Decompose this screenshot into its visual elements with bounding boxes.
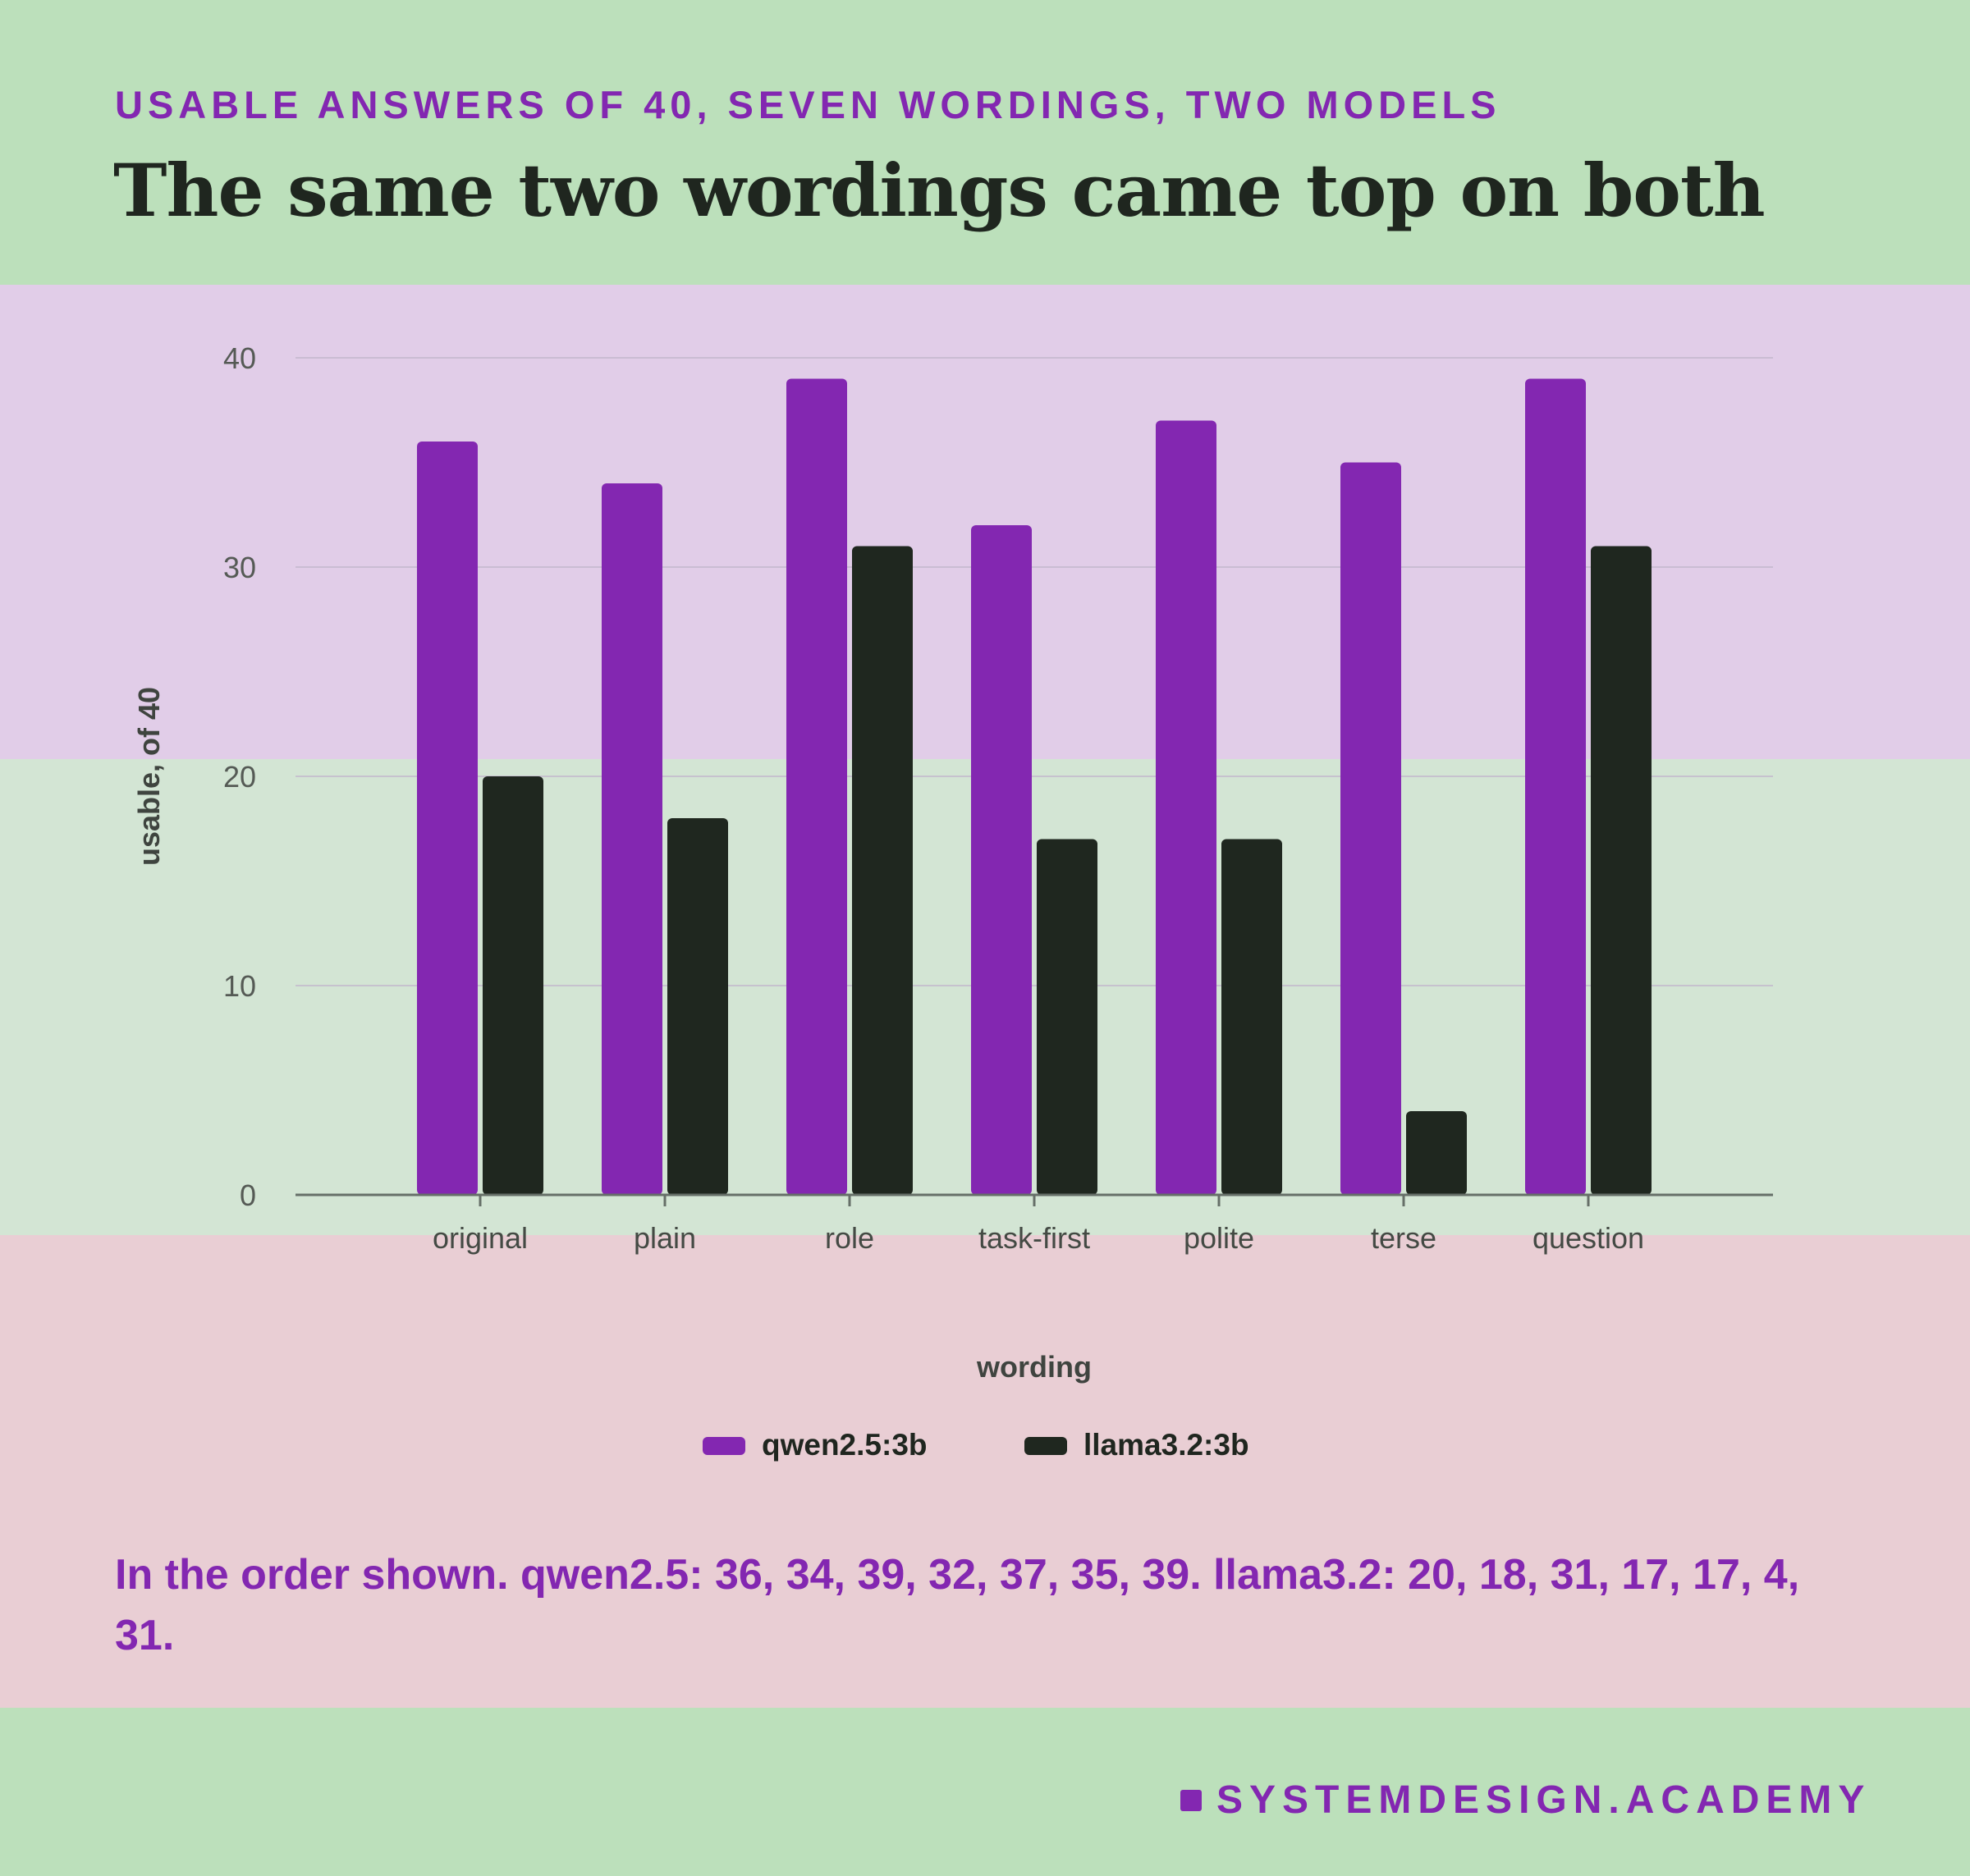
legend-swatch-qwen bbox=[703, 1437, 745, 1455]
background-band-pink bbox=[0, 1235, 1970, 1708]
y-tick-label: 0 bbox=[240, 1178, 256, 1212]
chart-kicker: USABLE ANSWERS OF 40, SEVEN WORDINGS, TW… bbox=[115, 83, 1501, 126]
bar-llama bbox=[667, 818, 728, 1195]
bar-llama bbox=[1406, 1111, 1467, 1195]
y-tick-label: 30 bbox=[223, 551, 256, 584]
bar-llama bbox=[483, 776, 543, 1195]
bar-llama bbox=[1591, 546, 1652, 1195]
x-tick-label: original bbox=[433, 1221, 528, 1255]
y-tick-label: 20 bbox=[223, 760, 256, 794]
bar-qwen bbox=[786, 378, 847, 1195]
brand-square-icon bbox=[1180, 1789, 1202, 1811]
x-axis-title: wording bbox=[976, 1350, 1092, 1384]
bar-qwen bbox=[1156, 420, 1216, 1195]
background-band-footer bbox=[0, 1708, 1970, 1876]
brand-label: SYSTEMDESIGN.ACADEMY bbox=[1216, 1778, 1872, 1822]
legend-label-llama: llama3.2:3b bbox=[1084, 1428, 1249, 1462]
bar-llama bbox=[1037, 839, 1097, 1195]
chart-headline: The same two wordings came top on both bbox=[113, 148, 1766, 233]
bar-qwen bbox=[417, 442, 478, 1195]
y-tick-label: 40 bbox=[223, 341, 256, 375]
x-tick-label: polite bbox=[1184, 1221, 1254, 1255]
bar-qwen bbox=[602, 483, 662, 1195]
bar-qwen bbox=[971, 525, 1032, 1195]
legend-label-qwen: qwen2.5:3b bbox=[762, 1428, 928, 1462]
x-tick-label: question bbox=[1532, 1221, 1644, 1255]
x-tick-label: plain bbox=[634, 1221, 696, 1255]
bar-llama bbox=[1221, 839, 1282, 1195]
x-tick-label: task-first bbox=[978, 1221, 1090, 1255]
bar-qwen bbox=[1525, 378, 1586, 1195]
y-axis-title: usable, of 40 bbox=[132, 687, 166, 866]
bar-chart: 0 10 20 30 40 original plain role task-first poli… bbox=[132, 341, 1773, 1462]
bar-qwen bbox=[1340, 462, 1401, 1195]
chart-caption: In the order shown. qwen2.5: 36, 34, 39,… bbox=[115, 1551, 1800, 1659]
x-tick-label: terse bbox=[1371, 1221, 1436, 1255]
y-tick-label: 10 bbox=[223, 969, 256, 1003]
legend-swatch-llama bbox=[1024, 1437, 1067, 1455]
brand-footer: SYSTEMDESIGN.ACADEMY bbox=[1180, 1778, 1871, 1823]
bar-llama bbox=[852, 546, 913, 1195]
x-tick-label: role bbox=[825, 1221, 874, 1255]
